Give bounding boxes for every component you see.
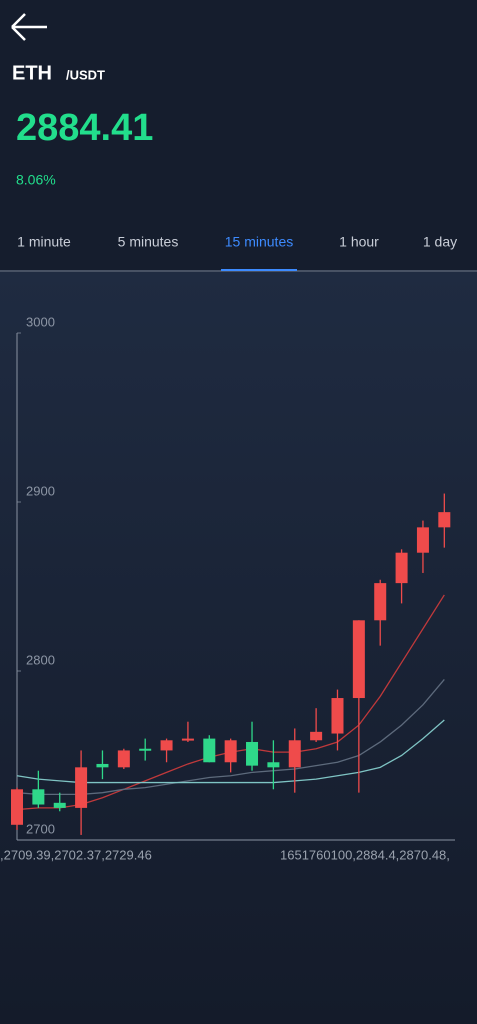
chart-bg (0, 272, 477, 1024)
candle-body (267, 762, 280, 768)
moving-average (16, 719, 445, 784)
candle-body (288, 740, 301, 768)
tab[interactable]: 1 day (423, 234, 457, 250)
back-arrow[interactable] (11, 13, 47, 41)
candle-body (310, 731, 323, 741)
change: 8.06% (16, 172, 56, 188)
candle-body (416, 527, 429, 553)
candle-body (395, 552, 408, 584)
candle-body (438, 512, 451, 528)
candle-body (331, 698, 344, 734)
candle-body (203, 738, 216, 763)
x-label: 1651760100,2884.4,2870.48, (280, 847, 450, 862)
candle-body (139, 748, 152, 751)
candle-body (224, 740, 237, 763)
candle-body (11, 789, 23, 825)
price: 2884.41 (16, 107, 153, 149)
candle-body (96, 763, 109, 768)
y-tick-label: 2800 (26, 652, 55, 667)
moving-average (16, 679, 445, 796)
candle-body (374, 583, 387, 621)
candle-body (246, 741, 259, 766)
tab[interactable]: 15 minutes (225, 234, 293, 250)
candle-body (117, 750, 130, 768)
tab[interactable]: 5 minutes (118, 234, 179, 250)
candle-body (160, 740, 173, 751)
tab[interactable]: 1 minute (17, 234, 71, 250)
candle-body (75, 767, 88, 808)
chart: 2700 2800 2900 3000 ,2709.39,2702.37,2729.46… (0, 314, 455, 862)
quote: /USDT (66, 67, 105, 82)
symbol: ETH (12, 62, 52, 84)
tabs: 1 minute 5 minutes 15 minutes 1 hour 1 day (17, 234, 457, 271)
candle-body (32, 789, 45, 805)
y-tick-label: 2900 (26, 483, 55, 498)
tab[interactable]: 1 hour (339, 234, 379, 250)
header-bg (0, 0, 477, 272)
x-label: ,2709.39,2702.37,2729.46 (0, 847, 152, 862)
y-tick-label: 2700 (26, 821, 55, 836)
y-tick-label: 3000 (26, 314, 55, 329)
candle-body (53, 802, 66, 808)
candle-body (352, 620, 365, 699)
candle-body (181, 738, 194, 741)
